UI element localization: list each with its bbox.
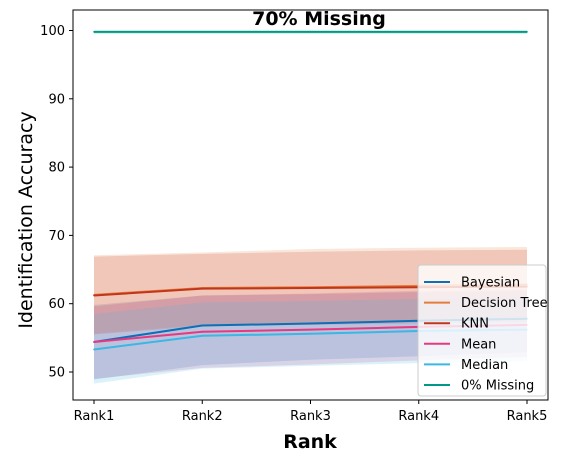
- chart-title: 70% Missing: [252, 8, 386, 30]
- point-0-missing: [93, 31, 95, 33]
- point-mean: [309, 328, 312, 331]
- point-0-missing: [201, 31, 204, 33]
- point-knn: [201, 287, 204, 290]
- y-tick-label: 80: [48, 161, 65, 176]
- y-axis-label: Identification Accuracy: [15, 111, 37, 328]
- point-median: [93, 348, 95, 351]
- legend-label-bayesian: Bayesian: [461, 276, 520, 291]
- point-0-missing: [417, 31, 420, 33]
- point-median: [201, 334, 204, 337]
- y-tick-label: 50: [48, 365, 65, 380]
- legend-label-median: Median: [461, 358, 508, 373]
- point-bayesian: [201, 324, 204, 327]
- y-axis: 50 60 70 80 90 100: [40, 24, 73, 380]
- y-tick-label: 90: [48, 92, 65, 107]
- x-axis-label: Rank: [283, 431, 337, 453]
- x-tick-label: Rank2: [182, 409, 223, 424]
- legend-label-decision-tree: Decision Tree: [461, 296, 548, 311]
- point-mean: [93, 341, 95, 343]
- x-tick-label: Rank1: [74, 409, 115, 424]
- legend: Bayesian Decision Tree KNN Mean Median 0% Mis…: [417, 264, 548, 397]
- y-tick-label: 70: [48, 229, 65, 244]
- legend-label-knn: KNN: [461, 317, 489, 332]
- point-mean: [201, 330, 204, 333]
- x-tick-label: Rank3: [290, 409, 331, 424]
- x-tick-label: Rank5: [507, 409, 548, 424]
- y-tick-label: 100: [40, 24, 65, 39]
- y-tick-label: 60: [48, 297, 65, 312]
- point-0-missing: [526, 31, 528, 33]
- x-axis: Rank1 Rank2 Rank3 Rank4 Rank5: [74, 400, 548, 424]
- point-bayesian: [309, 322, 312, 325]
- point-knn: [309, 287, 312, 289]
- legend-box: [417, 264, 547, 397]
- x-tick-label: Rank4: [398, 409, 439, 424]
- legend-label-mean: Mean: [461, 337, 496, 352]
- point-knn: [93, 294, 95, 297]
- legend-label-0-missing: 0% Missing: [461, 379, 534, 394]
- point-0-missing: [309, 31, 312, 33]
- point-median: [309, 332, 312, 335]
